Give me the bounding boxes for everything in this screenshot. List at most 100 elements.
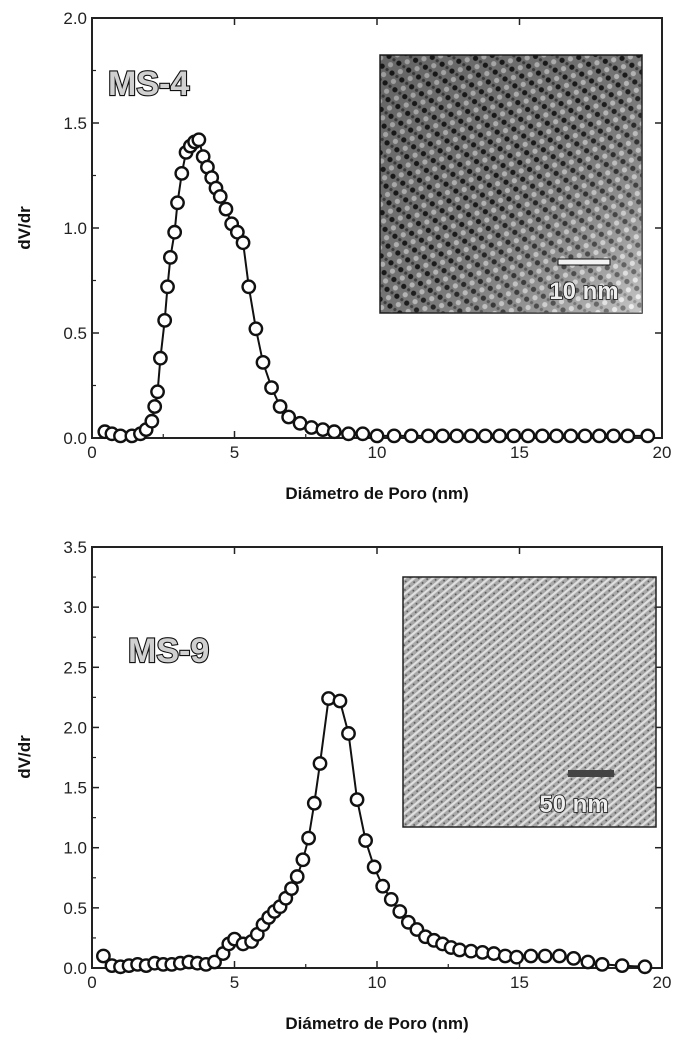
data-point (614, 958, 630, 973)
x-axis-label: Diámetro de Poro (nm) (285, 484, 468, 503)
data-point (566, 950, 582, 966)
data-point (174, 165, 190, 181)
y-tick-label: 2.5 (63, 658, 87, 677)
y-tick-label: 2.0 (63, 9, 87, 28)
data-point (349, 792, 365, 807)
data-point (191, 132, 207, 148)
data-point (241, 279, 257, 295)
data-point (577, 428, 593, 444)
data-point (301, 830, 316, 846)
y-axis-label: dV/dr (15, 206, 34, 250)
data-point (235, 235, 251, 251)
data-point (272, 399, 288, 414)
y-tick-label: 3.0 (63, 598, 87, 617)
data-point (144, 413, 160, 429)
data-point (326, 424, 342, 440)
y-tick-label: 0.0 (63, 429, 87, 448)
series-ms4 (97, 132, 656, 444)
data-point (147, 399, 163, 414)
data-point (463, 428, 479, 444)
data-point (341, 726, 356, 741)
y-tick-label: 0.5 (63, 324, 87, 343)
scale-bar (557, 258, 611, 266)
data-point (150, 384, 165, 400)
tick-labels: 0 5 10 15 20 0.0 0.5 1.0 1.5 2.0 2.5 3.0 3.5 (63, 538, 671, 992)
data-point (383, 892, 399, 907)
chart-panel-ms4: 0 5 10 15 20 0.0 0.5 1.0 1.5 2.0 Diámetro de Poro… (15, 9, 671, 503)
x-tick-label: 10 (368, 973, 387, 992)
data-point (289, 869, 305, 884)
scale-bar (568, 770, 614, 777)
data-point (537, 948, 553, 964)
data-point (640, 428, 656, 444)
data-point (96, 948, 111, 964)
data-point (620, 428, 636, 444)
x-tick-label: 15 (510, 973, 529, 992)
tem-inset: 50 nm (402, 576, 657, 828)
data-point (218, 201, 234, 217)
data-point (157, 312, 173, 328)
tem-image (402, 576, 657, 828)
data-point (506, 428, 522, 444)
data-point (306, 795, 322, 811)
data-point (167, 224, 183, 240)
data-point (284, 881, 299, 897)
data-point (580, 954, 596, 970)
data-point (358, 833, 373, 848)
x-tick-label: 20 (653, 443, 672, 462)
data-point (369, 428, 385, 444)
data-point (435, 428, 450, 444)
data-point (332, 693, 348, 709)
x-tick-label: 0 (87, 443, 96, 462)
panel-label: MS-9 (128, 632, 209, 670)
data-point (549, 428, 564, 444)
tem-image-shading (380, 55, 642, 313)
y-tick-label: 1.5 (63, 114, 87, 133)
data-point (341, 426, 356, 442)
data-point (449, 428, 465, 444)
data-point (477, 428, 493, 444)
data-point (563, 428, 579, 444)
y-tick-label: 1.5 (63, 779, 87, 798)
data-point (403, 428, 419, 444)
scale-bar-label: 50 nm (539, 791, 608, 818)
data-point (637, 959, 653, 975)
data-point (281, 409, 297, 425)
data-point (355, 426, 371, 442)
tick-labels: 0 5 10 15 20 0.0 0.5 1.0 1.5 2.0 (63, 9, 671, 462)
data-point (312, 756, 328, 771)
series-ms9 (96, 691, 653, 975)
x-tick-label: 10 (368, 443, 387, 462)
data-point (207, 954, 222, 970)
data-point (552, 948, 567, 964)
x-tick-label: 15 (510, 443, 529, 462)
data-point (375, 878, 391, 894)
data-point (591, 428, 607, 444)
data-point (594, 956, 610, 972)
y-tick-label: 2.0 (63, 718, 87, 737)
data-point (295, 852, 311, 868)
data-point (520, 428, 536, 444)
data-point (248, 321, 264, 337)
data-point (366, 859, 382, 875)
data-point (264, 380, 279, 395)
panel-label: MS-4 (108, 65, 189, 103)
data-point (534, 428, 550, 444)
data-point (162, 249, 178, 265)
data-point (212, 189, 228, 204)
data-point (392, 904, 408, 919)
x-axis-label: Diámetro de Poro (nm) (285, 1014, 468, 1033)
data-point (170, 195, 185, 211)
data-point (492, 428, 507, 444)
y-tick-label: 1.0 (63, 219, 87, 238)
y-tick-label: 1.0 (63, 839, 87, 858)
y-tick-label: 0.5 (63, 899, 87, 918)
y-tick-label: 0.0 (63, 959, 87, 978)
data-point (509, 949, 525, 965)
y-tick-label: 3.5 (63, 538, 87, 557)
tem-inset: 10 nm (379, 54, 643, 314)
y-axis-label: dV/dr (15, 735, 34, 779)
data-point (386, 428, 402, 444)
chart-panel-ms9: 0 5 10 15 20 0.0 0.5 1.0 1.5 2.0 2.5 3.0 3.5 Diámetr… (15, 538, 671, 1033)
data-point (160, 279, 175, 295)
